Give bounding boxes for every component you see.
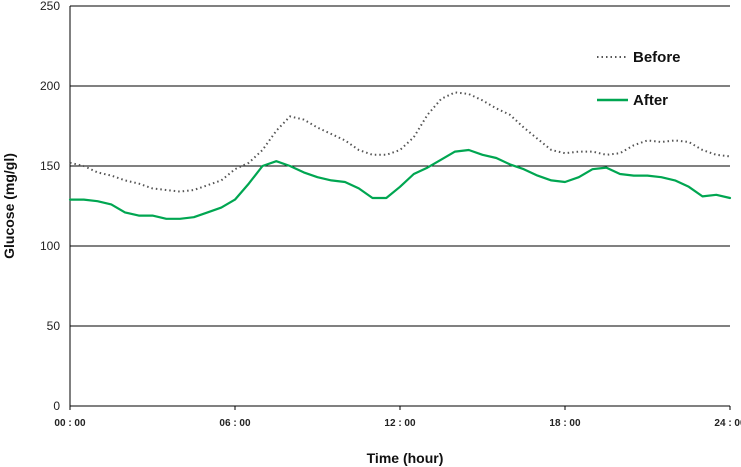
y-tick-label-200: 200 (40, 79, 60, 93)
x-tick-label-0: 00 : 00 (54, 418, 86, 429)
legend-label-after: After (633, 92, 668, 109)
series-line-after (68, 148, 732, 220)
series-lines (68, 91, 732, 220)
y-tick-label-150: 150 (40, 159, 60, 173)
y-tick-label-50: 50 (47, 319, 61, 333)
x-tick-label-18: 18 : 00 (549, 418, 581, 429)
legend-label-before: Before (633, 49, 681, 66)
x-tick-label-12: 12 : 00 (384, 418, 416, 429)
x-tick-label-6: 06 : 00 (219, 418, 251, 429)
x-tick-labels: 00 : 00 06 : 00 12 : 00 18 : 00 24 : 00 (54, 406, 741, 429)
y-tick-label-0: 0 (53, 399, 60, 413)
y-axis-title: Glucose (mg/gl) (1, 153, 17, 259)
y-tick-label-250: 250 (40, 0, 60, 13)
legend: Before After (597, 49, 681, 109)
y-tick-labels: 0 50 100 150 200 250 (40, 0, 60, 413)
y-tick-label-100: 100 (40, 239, 60, 253)
x-axis-title: Time (hour) (367, 450, 444, 466)
x-tick-label-24: 24 : 00 (714, 418, 741, 429)
gridlines (70, 5, 730, 327)
series-line-before (69, 91, 731, 193)
